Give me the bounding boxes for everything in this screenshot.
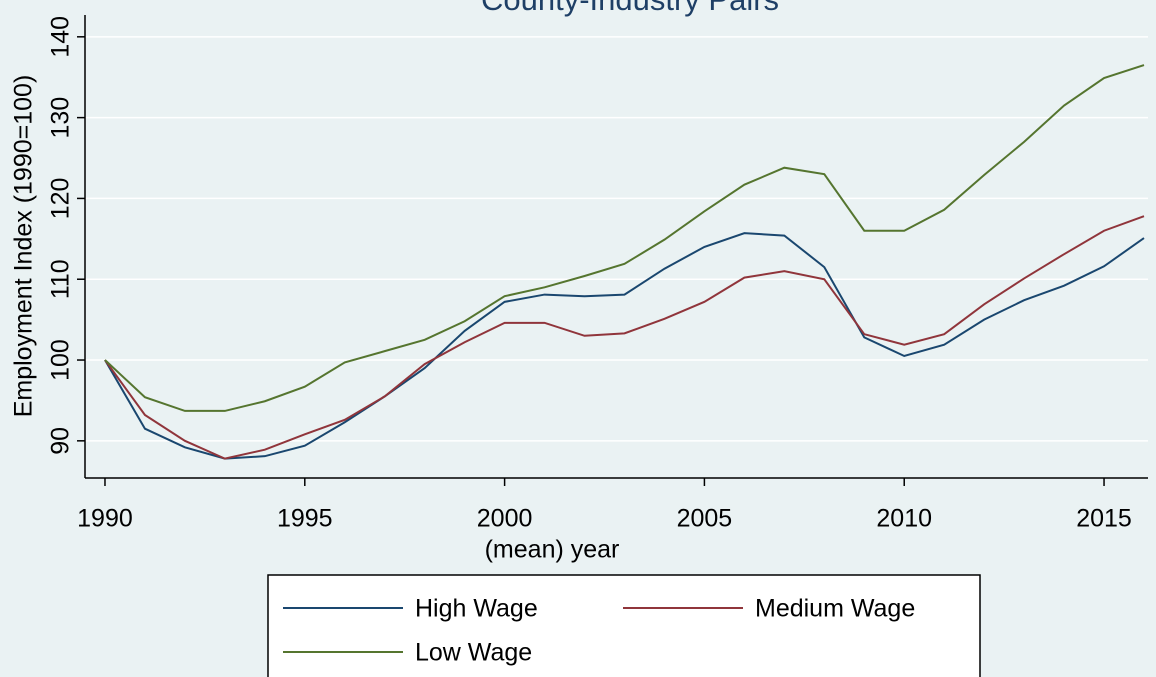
x-tick-label: 2010 bbox=[876, 505, 932, 533]
y-tick-label: 130 bbox=[47, 97, 75, 139]
x-tick-label: 1995 bbox=[277, 505, 333, 533]
y-axis-title: Employment Index (1990=100) bbox=[10, 75, 38, 418]
x-tick-label: 2000 bbox=[477, 505, 533, 533]
series-line bbox=[104, 232, 1145, 460]
y-tick-label: 110 bbox=[47, 259, 75, 299]
legend-label: Medium Wage bbox=[755, 595, 915, 623]
x-tick-label: 1990 bbox=[77, 505, 133, 533]
y-tick-label: 140 bbox=[47, 16, 75, 58]
y-tick-label: 120 bbox=[47, 178, 75, 220]
legend-label: Low Wage bbox=[415, 639, 532, 667]
legend bbox=[267, 574, 981, 677]
chart-title: County-Industry Pairs bbox=[481, 0, 779, 17]
legend-label: High Wage bbox=[415, 595, 538, 623]
series-line bbox=[104, 215, 1145, 460]
x-tick-label: 2015 bbox=[1076, 505, 1132, 533]
series-line bbox=[104, 64, 1145, 412]
x-tick-label: 2005 bbox=[677, 505, 733, 533]
y-tick-label: 90 bbox=[47, 427, 75, 455]
y-tick-label: 100 bbox=[47, 339, 75, 381]
x-axis-title: (mean) year bbox=[485, 536, 620, 564]
